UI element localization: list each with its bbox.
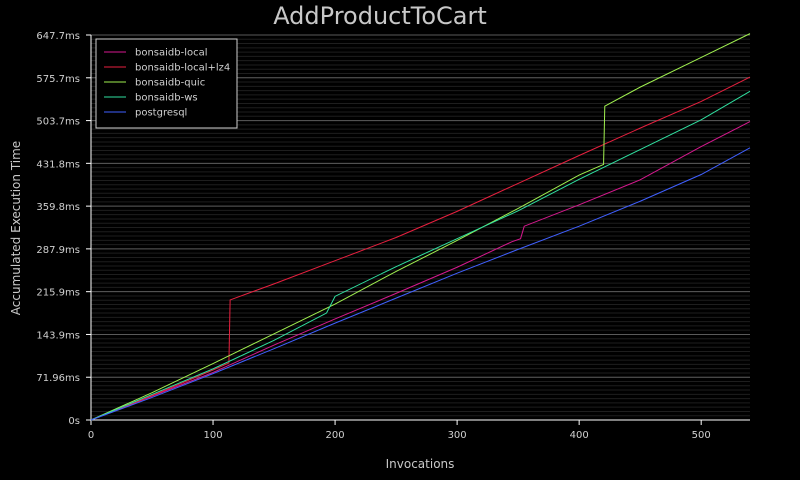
legend-label: bonsaidb-local+lz4 [135,63,230,74]
x-axis-label: Invocations [386,457,455,471]
legend-label: bonsaidb-local [135,48,208,59]
x-tick-label: 0 [88,430,94,441]
y-tick-label: 575.7ms [36,74,80,85]
y-tick-label: 215.9ms [36,288,80,299]
y-tick-label: 0s [68,416,80,427]
x-tick-label: 400 [570,430,589,441]
series-layer [90,33,751,421]
series-line-bonsaidb-local [90,121,751,421]
legend-label: bonsaidb-quic [135,78,205,89]
tick-layer: 0s 71.96ms 143.9ms 215.9ms 287.9ms 359.8ms 431… [36,31,710,441]
x-tick-label: 500 [692,430,711,441]
series-line-bonsaidb-local+lz4 [90,76,751,421]
y-tick-label: 359.8ms [36,202,80,213]
chart-title: AddProductToCart [273,2,487,30]
series-line-bonsaidb-ws [90,90,751,421]
x-tick-label: 200 [326,430,345,441]
y-tick-label: 431.8ms [36,159,80,170]
x-tick-label: 100 [203,430,222,441]
legend-label: bonsaidb-ws [135,93,198,104]
y-tick-label: 287.9ms [36,245,80,256]
grid-layer [91,34,750,417]
y-tick-label: 143.9ms [36,330,80,341]
y-tick-label: 71.96ms [36,373,80,384]
y-axis-label: Accumulated Execution Time [9,141,23,315]
y-tick-label: 503.7ms [36,117,80,128]
legend: bonsaidb-local bonsaidb-local+lz4 bonsaidb… [95,38,238,129]
series-line-postgresql [90,147,751,421]
legend-box [95,38,238,129]
x-tick-label: 300 [448,430,467,441]
axis-layer [90,35,750,421]
legend-label: postgresql [135,108,187,119]
y-tick-label: 647.7ms [36,31,80,42]
